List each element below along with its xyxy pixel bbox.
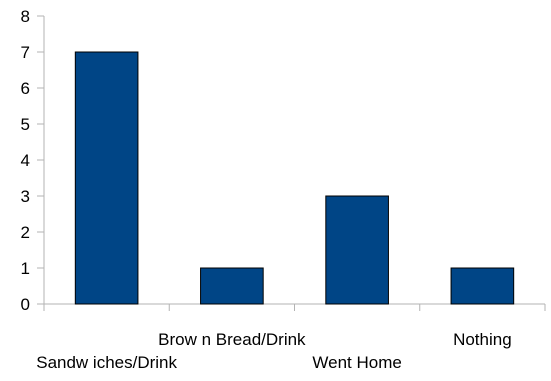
bar bbox=[450, 267, 515, 305]
y-tick-label: 4 bbox=[21, 151, 30, 170]
y-tick-label: 0 bbox=[21, 295, 30, 314]
bar bbox=[200, 267, 264, 305]
y-tick-label: 7 bbox=[21, 43, 30, 62]
y-tick-label: 6 bbox=[21, 79, 30, 98]
y-tick-label: 2 bbox=[21, 223, 30, 242]
bar bbox=[74, 51, 139, 305]
x-category-label: Went Home bbox=[312, 353, 401, 372]
y-tick-label: 3 bbox=[21, 187, 30, 206]
x-category-label: Nothing bbox=[453, 330, 512, 349]
bar bbox=[325, 195, 389, 305]
x-category-label: Brow n Bread/Drink bbox=[158, 330, 306, 349]
bars bbox=[74, 51, 515, 305]
labels: 0 1 2 3 4 5 6 7 8 Sandw iches/Drink Brow n Bread/D… bbox=[21, 7, 512, 372]
x-category-label: Sandw iches/Drink bbox=[36, 353, 177, 372]
y-tick-label: 1 bbox=[21, 259, 30, 278]
y-tick-label: 8 bbox=[21, 7, 30, 26]
y-tick-label: 5 bbox=[21, 115, 30, 134]
